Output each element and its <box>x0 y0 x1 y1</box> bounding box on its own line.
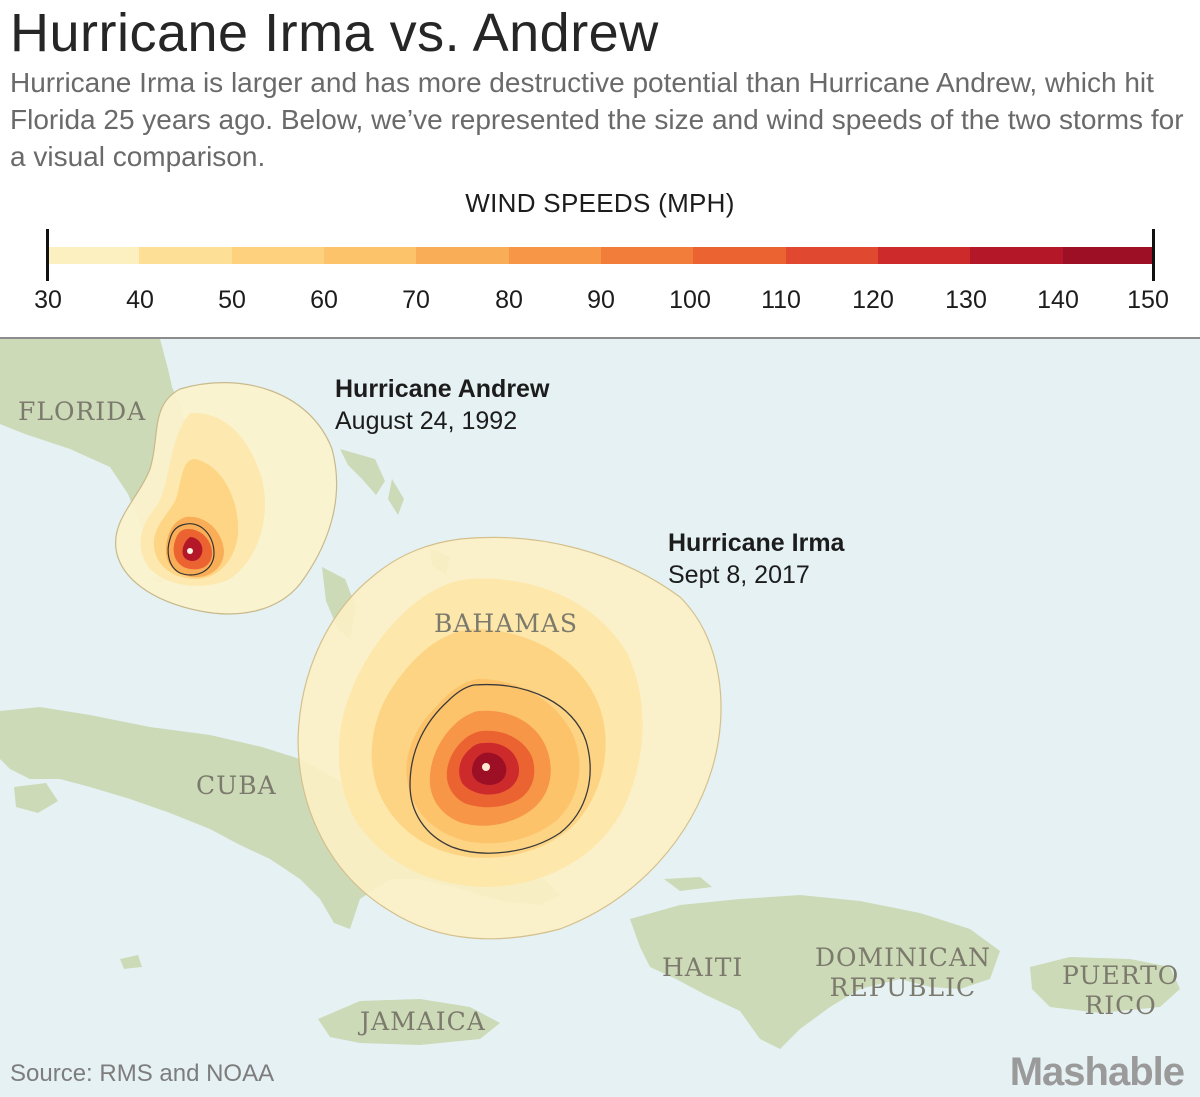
bahamas-abaco-land <box>388 479 404 515</box>
legend-tick-label: 70 <box>402 286 430 314</box>
legend-swatch-130-140 <box>970 247 1063 264</box>
source-credit: Source: RMS and NOAA <box>10 1060 275 1087</box>
legend-swatch-110-120 <box>785 247 878 264</box>
legend-tick-label: 50 <box>218 286 246 314</box>
label-puerto-rico: PUERTO RICO <box>1062 961 1179 1021</box>
irma-name: Hurricane Irma <box>668 529 845 557</box>
legend-swatch-120-130 <box>877 247 971 264</box>
section-divider <box>0 337 1200 339</box>
legend-tick-label: 90 <box>587 286 615 314</box>
legend-swatch-80-90 <box>508 247 601 264</box>
page-title: Hurricane Irma vs. Andrew <box>10 3 659 63</box>
irma-wind-field <box>297 536 722 940</box>
bahamas-north-land <box>340 449 385 495</box>
legend-left-cap <box>46 229 49 281</box>
label-florida: FLORIDA <box>18 397 147 426</box>
legend-tick-label: 110 <box>761 286 801 314</box>
cuba-isle-land <box>14 783 58 813</box>
legend-swatch-140-150 <box>1062 247 1155 264</box>
hispaniola-land <box>630 895 1000 1049</box>
map-canvas <box>0 339 1180 1049</box>
legend-right-cap <box>1152 229 1155 281</box>
legend-swatch-50-60 <box>231 247 324 264</box>
legend-swatch-60-70 <box>323 247 417 264</box>
andrew-date: August 24, 1992 <box>335 407 518 435</box>
caribbean-map: FLORIDA BAHAMAS CUBA HAITI DOMINICAN REP… <box>0 339 1200 1097</box>
label-dominican-line2: REPUBLIC <box>829 973 977 1002</box>
legend-swatch-90-100 <box>600 247 694 264</box>
irma-eye <box>482 763 490 771</box>
legend-swatch-40-50 <box>139 247 232 264</box>
andrew-eye-ring <box>167 523 215 576</box>
tortuga-land <box>664 877 712 891</box>
legend-tick-label: 140 <box>1037 286 1079 314</box>
label-cuba: CUBA <box>196 771 277 800</box>
legend-swatch-30-40 <box>47 247 140 264</box>
label-dominican-republic: DOMINICAN REPUBLIC <box>815 943 991 1003</box>
wind-speed-color-scale <box>47 247 1155 264</box>
legend-tick-label: 130 <box>945 286 987 314</box>
legend-tick-label: 100 <box>669 286 711 314</box>
legend-tick-label: 30 <box>34 286 62 314</box>
andrew-wind-field <box>115 382 338 615</box>
legend-swatch-100-110 <box>693 247 786 264</box>
page-subtitle: Hurricane Irma is larger and has more de… <box>10 67 1184 172</box>
legend-tick-label: 120 <box>852 286 894 314</box>
jamaica-land <box>318 999 500 1045</box>
label-dominican-line1: DOMINICAN <box>815 943 991 972</box>
legend-tick-label: 80 <box>495 286 523 314</box>
andrew-contour-130 <box>182 537 203 561</box>
legend-tick-label: 150 <box>1127 286 1169 314</box>
label-jamaica: JAMAICA <box>360 1007 486 1036</box>
mashable-logo: Mashable <box>1009 1050 1185 1094</box>
legend-tick-label: 40 <box>126 286 154 314</box>
legend-swatch-70-80 <box>416 247 509 264</box>
label-puerto-line2: RICO <box>1084 991 1157 1020</box>
andrew-eye <box>187 548 193 554</box>
small-island-land <box>120 955 142 969</box>
label-puerto-line1: PUERTO <box>1062 961 1180 990</box>
irma-core-ring <box>409 683 591 854</box>
puerto-rico-land <box>1030 957 1180 1013</box>
label-haiti: HAITI <box>662 953 744 982</box>
irma-date: Sept 8, 2017 <box>668 561 810 589</box>
andrew-name: Hurricane Andrew <box>335 375 550 403</box>
label-bahamas: BAHAMAS <box>434 609 579 638</box>
legend-title: WIND SPEEDS (MPH) <box>465 188 735 218</box>
legend-tick-label: 60 <box>310 286 338 314</box>
